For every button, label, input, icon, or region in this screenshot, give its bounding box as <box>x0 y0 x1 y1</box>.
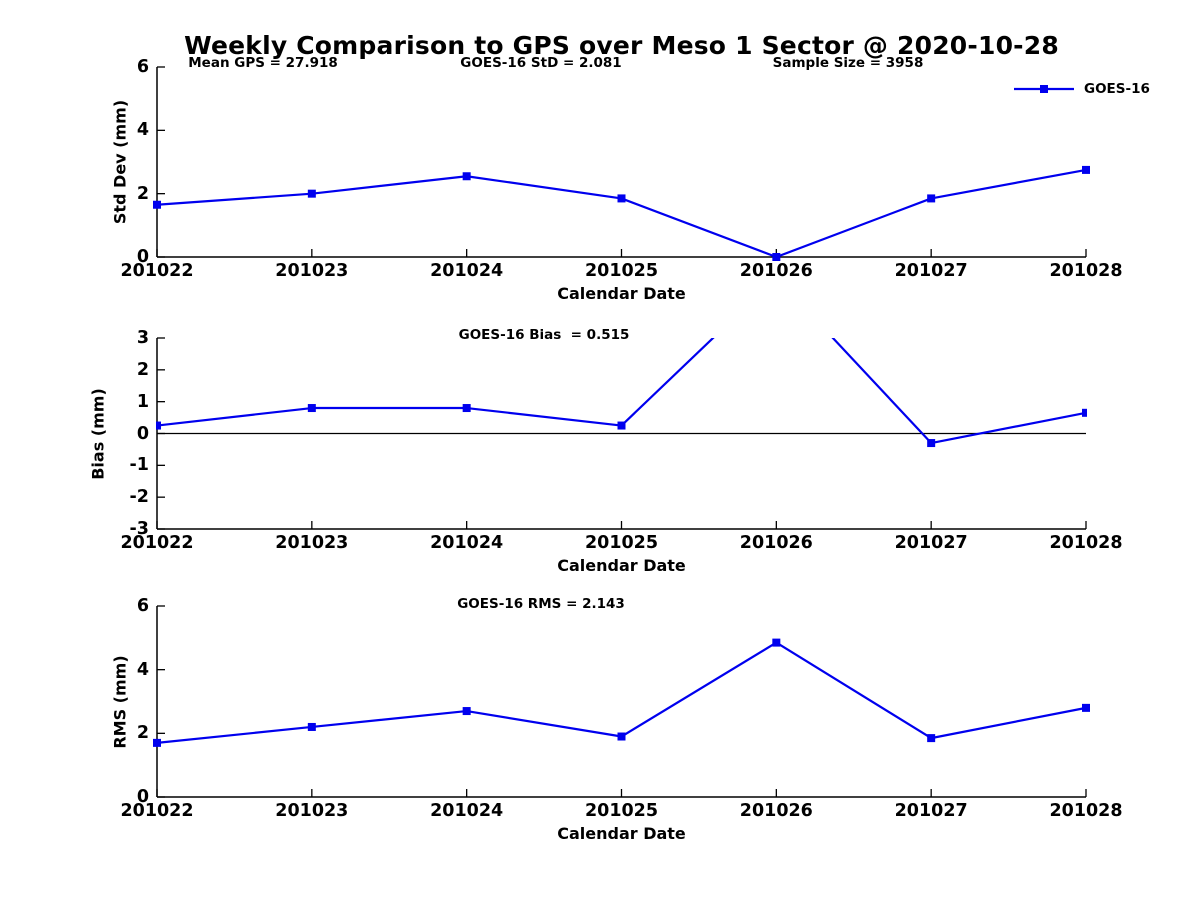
x-tick-label: 201023 <box>275 261 349 281</box>
x-tick-label: 201028 <box>1049 261 1123 281</box>
x-tick-label: 201025 <box>584 801 659 821</box>
y-tick-label: 2 <box>136 183 149 204</box>
x-tick-label: 201024 <box>430 533 504 553</box>
data-point-marker <box>156 421 161 430</box>
data-point-marker <box>927 734 936 743</box>
x-tick-label: 201026 <box>739 261 813 281</box>
data-point-marker <box>1082 703 1090 712</box>
x-tick-label: 201024 <box>430 801 504 821</box>
annotation-goes16-bias: GOES-16 Bias = 0.515 <box>458 327 630 343</box>
y-tick-label: 1 <box>136 391 149 412</box>
y-tick-label: -1 <box>129 455 149 476</box>
legend-marker-icon <box>1040 85 1048 93</box>
legend-line-sample <box>1014 85 1074 93</box>
y-tick-label: 0 <box>136 247 149 267</box>
subplot-1 <box>153 66 1090 261</box>
data-point-marker <box>462 404 471 413</box>
x-tick-label: 201022 <box>120 261 194 281</box>
y-tick-label: 6 <box>136 57 149 77</box>
data-point-marker <box>307 404 316 413</box>
data-point-marker <box>772 638 781 647</box>
x-axis-label-calendar-date: Calendar Date <box>557 556 686 575</box>
data-point-marker <box>617 732 626 741</box>
x-tick-label: 201028 <box>1049 533 1123 553</box>
data-point-marker <box>307 722 316 731</box>
data-point-marker <box>153 738 161 747</box>
x-axis-label-calendar-date: Calendar Date <box>557 284 686 303</box>
data-point-marker <box>772 253 781 261</box>
legend-label: GOES-16 <box>1084 81 1150 97</box>
y-tick-label: -2 <box>129 487 149 508</box>
data-point-marker <box>307 189 316 198</box>
data-point-marker <box>617 194 626 203</box>
data-point-marker <box>462 172 471 181</box>
clipped-series-group <box>156 338 1087 448</box>
x-tick-label: 201026 <box>739 801 813 821</box>
data-point-marker <box>153 200 161 209</box>
x-tick-label: 201028 <box>1049 801 1123 821</box>
subplot-3 <box>153 605 1090 798</box>
x-tick-label: 201027 <box>894 261 968 281</box>
chart-title: Weekly Comparison to GPS over Meso 1 Sec… <box>184 31 1059 60</box>
y-axis-label-rms: RMS (mm) <box>110 655 130 749</box>
y-axis-label-stddev: Std Dev (mm) <box>110 99 130 225</box>
x-tick-label: 201022 <box>120 533 194 553</box>
y-tick-label: 2 <box>136 723 149 744</box>
data-point-marker <box>927 439 936 448</box>
x-tick-label: 201026 <box>739 533 813 553</box>
data-point-marker <box>617 421 626 430</box>
annotation-sample-size: Sample Size = 3958 <box>772 55 924 71</box>
x-tick-label: 201027 <box>894 801 968 821</box>
subplot-2 <box>156 337 1087 530</box>
annotation-mean-gps: Mean GPS = 27.918 <box>188 55 338 71</box>
x-tick-label: 201024 <box>430 261 504 281</box>
x-tick-label: 201023 <box>275 533 349 553</box>
data-point-marker <box>1082 408 1087 417</box>
x-tick-label: 201025 <box>584 261 659 281</box>
y-tick-label: 4 <box>136 659 149 680</box>
y-tick-label: 2 <box>136 359 149 380</box>
data-point-marker <box>1082 165 1090 174</box>
legend: GOES-16 <box>1012 79 1150 99</box>
y-axis-label-bias: Bias (mm) <box>88 388 108 480</box>
x-tick-label: 201025 <box>584 533 659 553</box>
y-tick-label: 4 <box>136 120 149 141</box>
annotation-goes16-rms: GOES-16 RMS = 2.143 <box>457 596 625 612</box>
data-point-marker <box>927 194 936 203</box>
x-tick-label: 201027 <box>894 533 968 553</box>
annotation-goes16-std: GOES-16 StD = 2.081 <box>460 55 622 71</box>
x-axis-label-calendar-date: Calendar Date <box>557 824 686 843</box>
x-tick-label: 201022 <box>120 801 194 821</box>
data-point-marker <box>462 707 471 716</box>
y-tick-label: 3 <box>136 328 149 348</box>
y-tick-label: -3 <box>129 519 149 539</box>
y-tick-label: 6 <box>136 596 149 616</box>
x-tick-label: 201023 <box>275 801 349 821</box>
y-tick-label: 0 <box>136 787 149 807</box>
y-tick-label: 0 <box>136 423 149 444</box>
